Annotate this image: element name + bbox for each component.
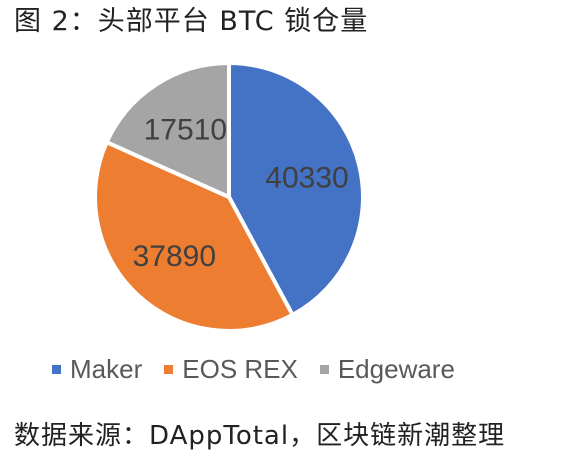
source-note: 数据来源：DAppTotal，区块链新潮整理 <box>14 421 506 451</box>
pie-slice-eos-rex <box>93 140 295 333</box>
data-label-eos-rex: 37890 <box>133 240 216 273</box>
data-label-edgeware: 17510 <box>144 114 227 147</box>
legend-swatch-maker <box>52 365 61 374</box>
legend-item-maker: Maker <box>52 354 142 385</box>
pie-slices <box>93 61 365 333</box>
data-label-maker: 40330 <box>265 161 348 194</box>
legend-item-eos-rex: EOS REX <box>164 354 298 385</box>
pie-chart: 40330 37890 17510 <box>93 61 365 333</box>
chart-title: 图 2：头部平台 BTC 锁仓量 <box>14 6 369 37</box>
pie-slice-edgeware <box>104 61 231 199</box>
legend-swatch-edgeware <box>319 365 329 374</box>
chart-legend: Maker EOS REX Edgeware <box>52 354 477 385</box>
pie-slice-maker <box>227 61 365 317</box>
legend-item-edgeware: Edgeware <box>319 354 455 385</box>
legend-label-maker: Maker <box>70 354 143 384</box>
legend-swatch-eos-rex <box>164 365 174 374</box>
legend-label-edgeware: Edgeware <box>337 354 455 384</box>
pie-data-labels: 40330 37890 17510 <box>133 114 349 273</box>
legend-label-eos-rex: EOS REX <box>182 354 298 384</box>
